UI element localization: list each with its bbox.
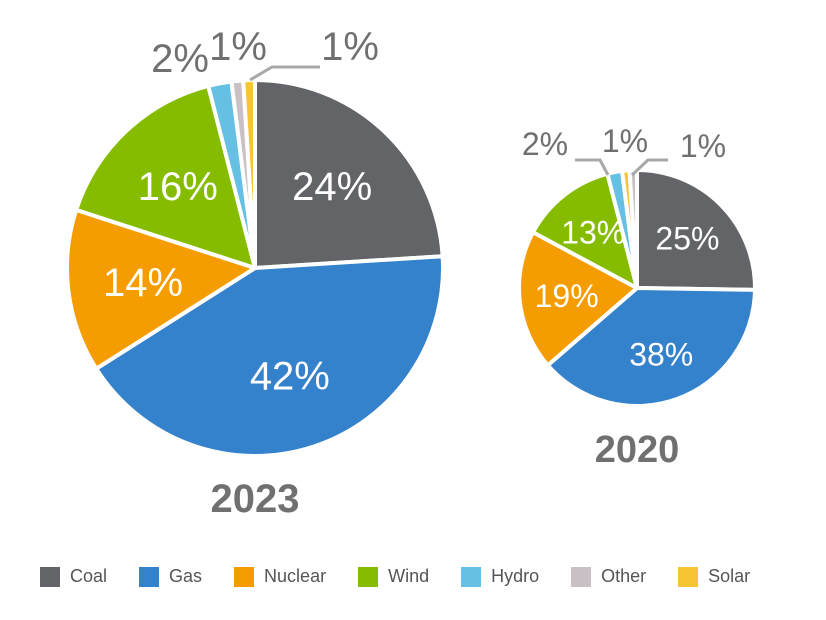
leader-line-solar: [249, 65, 320, 82]
data-label-coal: 24%: [292, 165, 372, 209]
legend: Coal Gas Nuclear Wind Hydro Other Solar: [40, 566, 782, 587]
slice-wind: [530, 171, 639, 290]
data-label-coal: 25%: [655, 221, 719, 257]
legend-item-gas: Gas: [139, 566, 202, 587]
legend-label: Solar: [708, 566, 751, 586]
legend-swatch: [139, 566, 160, 587]
pie-2023: 24%42%14%16%2% 1% 1%2023: [65, 25, 445, 521]
data-label-wind: 16%: [138, 165, 218, 209]
pie-title: 2020: [595, 429, 680, 471]
legend-label: Wind: [388, 566, 430, 586]
legend-label: Gas: [169, 566, 203, 586]
leader-line-other: [630, 158, 668, 177]
legend-item-wind: Wind: [358, 566, 429, 587]
data-label-hydro: 2%: [151, 37, 209, 81]
legend-item-solar: Solar: [678, 566, 750, 587]
data-label-gas: 38%: [629, 337, 693, 373]
legend-label: Hydro: [491, 566, 540, 586]
data-label-nuclear: 19%: [535, 278, 599, 314]
legend-item-other: Other: [571, 566, 646, 587]
legend-swatch: [571, 566, 592, 587]
data-label-other: 1%: [209, 25, 267, 69]
data-label-other: 1%: [680, 128, 726, 164]
legend-swatch: [358, 566, 379, 587]
legend-label: Nuclear: [264, 566, 327, 586]
data-label-hydro: 2%: [522, 126, 568, 162]
slice-solar: [241, 78, 257, 270]
data-label-solar: 1%: [321, 25, 379, 69]
slice-gas: [545, 286, 757, 408]
pie-2020: 25% 38% 19% 13% 2% 1% 1% 2020: [517, 123, 757, 471]
slice-nuclear: [517, 230, 639, 368]
legend-item-nuclear: Nuclear: [234, 566, 326, 587]
data-label-solar: 1%: [602, 123, 648, 159]
legend-swatch: [234, 566, 255, 587]
legend-swatch: [461, 566, 482, 587]
pie-title: 2023: [211, 477, 300, 521]
legend-item-hydro: Hydro: [461, 566, 539, 587]
legend-swatch: [678, 566, 699, 587]
data-label-wind: 13%: [561, 215, 625, 251]
leader-line-hydro: [575, 158, 610, 176]
data-label-gas: 42%: [250, 354, 330, 398]
legend-swatch: [40, 566, 60, 587]
slice-coal: [253, 78, 445, 270]
slice-coal: [635, 168, 757, 292]
slice-gas: [94, 254, 445, 458]
legend-label: Other: [601, 566, 647, 586]
slice-nuclear: [65, 207, 257, 371]
slice-wind: [74, 83, 257, 270]
data-label-nuclear: 14%: [103, 261, 183, 305]
legend-item-coal: Coal: [40, 566, 107, 587]
legend-label: Coal: [70, 566, 108, 586]
